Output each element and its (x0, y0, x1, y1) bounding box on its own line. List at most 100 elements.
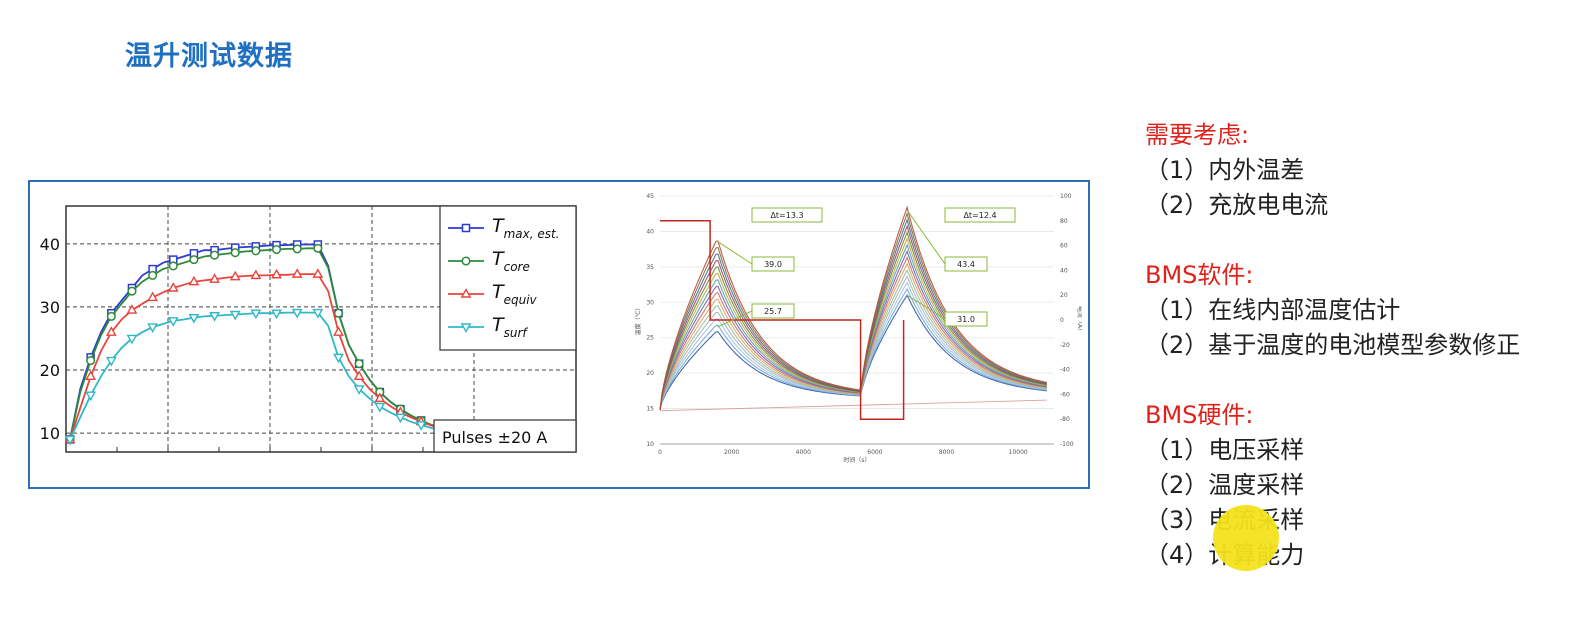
y-axis-label: 温度（℃） (634, 305, 642, 336)
data-point (271, 268, 282, 279)
data-point (415, 421, 427, 431)
callout-label: 25.7 (764, 307, 782, 316)
annotation-box (433, 419, 577, 453)
data-point (188, 275, 200, 286)
data-point (167, 317, 179, 327)
data-point (292, 244, 302, 254)
legend-label: Tmax, est. (492, 215, 560, 241)
y-tick-label: 25 (646, 335, 654, 342)
y2-tick-label: 80 (1060, 218, 1068, 225)
data-point (291, 268, 303, 278)
data-point (167, 282, 179, 292)
data-point (86, 355, 96, 366)
callout-leader (906, 209, 946, 265)
data-point (209, 312, 220, 322)
callout: 31.0 (906, 294, 988, 327)
x-tick-label: 0 (658, 449, 662, 456)
y2-tick-label: 20 (1060, 292, 1068, 299)
data-point (189, 255, 199, 265)
callout-box (751, 256, 795, 272)
notes-panel: 需要考虑: （1）内外温差 （2）充放电电流 BMS软件: （1）在线内部温度估… (1145, 118, 1520, 608)
data-point (313, 243, 323, 253)
y2-tick-label: 60 (1060, 243, 1068, 250)
y-tick-label: 15 (646, 406, 654, 413)
list-item: （2）温度采样 (1145, 471, 1305, 499)
y-tick-label: 20 (646, 370, 654, 377)
callout: 25.7 (717, 303, 795, 328)
callout: Δt=13.3 (751, 207, 823, 223)
list-item: （2）充放电电流 (1145, 191, 1329, 219)
list-item: （1）电压采样 (1145, 436, 1305, 464)
legend-label-subscript: equiv (504, 293, 538, 307)
callout-box (751, 207, 823, 223)
x-axis-label: 时间（s） (843, 456, 870, 464)
data-point (374, 392, 386, 403)
legend-marker (460, 288, 472, 298)
data-point (147, 291, 159, 302)
callout-box (751, 303, 795, 319)
figure-frame: 10 20 30 40 Tmax, est. Tcore Tequiv Tsurf Pulses… (28, 180, 1090, 489)
legend-label-subscript: surf (504, 326, 529, 340)
data-point (271, 244, 282, 255)
legend-label-symbol: T (492, 314, 505, 336)
callout-label: 39.0 (764, 260, 782, 269)
y2-tick-label: 40 (1060, 267, 1068, 274)
y-tick-label: 30 (40, 298, 60, 317)
data-point (188, 313, 200, 324)
page-title: 温升测试数据 (125, 41, 293, 72)
callout-label: 31.0 (957, 315, 975, 324)
list-item: （3）电流采样 (1145, 503, 1520, 538)
data-point (333, 326, 344, 336)
legend-label-symbol: T (492, 281, 505, 303)
section-heading: 需要考虑: (1145, 121, 1250, 149)
data-point (85, 391, 97, 402)
callout: 39.0 (717, 240, 795, 272)
y-tick-label: 40 (646, 228, 654, 235)
data-point (354, 359, 364, 369)
y-tick-label: 20 (40, 361, 60, 380)
callout-leader (717, 310, 753, 328)
legend-label-subscript: max, est. (504, 227, 560, 241)
ambient-line (659, 399, 1047, 412)
section-heading: BMS软件: (1145, 261, 1254, 289)
notes-section-bms-software: BMS软件: （1）在线内部温度估计 （2）基于温度的电池模型参数修正 (1145, 258, 1520, 363)
data-point (353, 385, 365, 395)
data-point (271, 309, 282, 320)
pulse-annotation: Pulses ±20 A (433, 419, 577, 453)
section-heading: BMS硬件: (1145, 401, 1254, 429)
legend-marker (461, 223, 471, 233)
data-point (105, 326, 117, 336)
y2-tick-label: -60 (1060, 391, 1070, 398)
notes-section-bms-hardware: BMS硬件: （1）电压采样 （2）温度采样 （3）电流采样 （4）计算能力 (1145, 398, 1520, 573)
y2-tick-label: -20 (1060, 342, 1070, 349)
x-tick-label: 8000 (939, 449, 954, 456)
y2-tick-label: 0 (1060, 317, 1064, 324)
list-item: （4）计算能力 (1145, 538, 1520, 573)
data-point (126, 334, 138, 345)
data-point (250, 309, 262, 320)
legend-label-subscript: core (504, 260, 530, 274)
list-item: （1）在线内部温度估计 (1145, 296, 1401, 324)
data-point (250, 269, 262, 280)
annotation-text: Pulses ±20 A (442, 428, 547, 447)
callout-label: Δt=13.3 (770, 211, 803, 220)
callout: Δt=12.4 (944, 207, 1016, 223)
data-point (333, 308, 344, 318)
y-tick-label: 10 (646, 441, 654, 448)
y-tick-label: 10 (40, 424, 60, 443)
legend-marker (460, 323, 472, 333)
callout-box (944, 256, 988, 272)
callout-box (944, 311, 988, 327)
y2-tick-label: 100 (1060, 193, 1072, 200)
data-point (353, 370, 365, 381)
data-point (106, 311, 116, 321)
data-point (127, 286, 137, 296)
legend-label: Tcore (492, 248, 530, 274)
data-point (148, 270, 158, 280)
legend-label-symbol: T (492, 248, 505, 270)
notes-section-considerations: 需要考虑: （1）内外温差 （2）充放电电流 (1145, 118, 1520, 223)
data-point (210, 250, 220, 260)
data-point (395, 413, 406, 424)
x-tick-label: 6000 (867, 449, 882, 456)
